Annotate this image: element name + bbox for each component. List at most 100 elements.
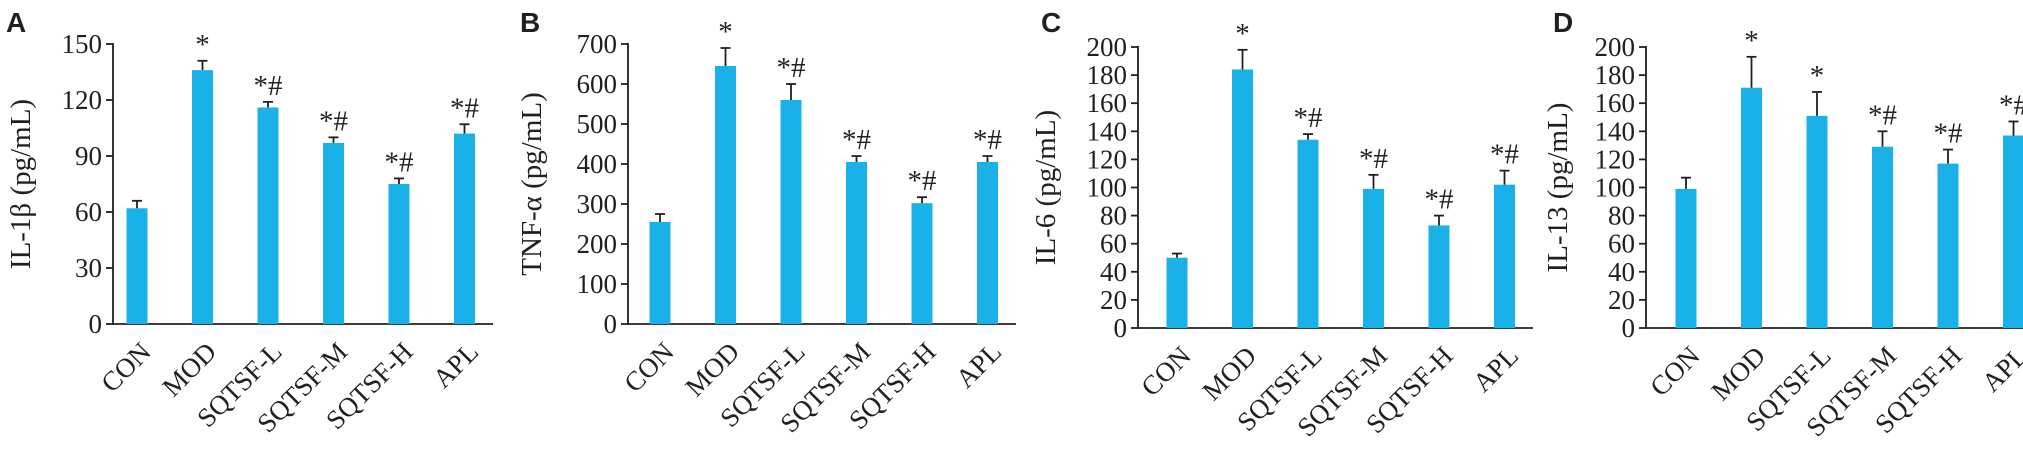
x-tick-label: APL	[1976, 340, 2023, 397]
y-tick-label: 160	[1087, 88, 1128, 118]
y-tick-label: 200	[1595, 32, 1636, 62]
y-tick-label: 0	[89, 309, 103, 339]
significance-label: *#	[1425, 184, 1454, 216]
bar-sqtsf-h	[911, 203, 933, 324]
significance-label: *	[718, 16, 733, 48]
bar-sqtsf-m	[323, 142, 344, 324]
y-tick-label: 200	[1087, 32, 1128, 62]
x-tick-label: CON	[1135, 340, 1197, 402]
bar-con	[649, 222, 671, 324]
y-tick-label: 0	[604, 309, 618, 339]
bar-apl	[2003, 135, 2023, 328]
bar-sqtsf-h	[1937, 163, 1959, 328]
panel-b: B 0 100 200 300 400 500 600 700 TNF-α (pg/mL) CON *…	[516, 7, 1016, 438]
panel-letter: A	[6, 7, 26, 38]
x-tick-label: CON	[1644, 340, 1706, 402]
y-tick-label: 120	[1595, 144, 1636, 174]
significance-label: *#	[973, 124, 1002, 156]
panel-letter: D	[1553, 7, 1573, 38]
y-tick-label: 160	[1595, 88, 1636, 118]
bar-mod	[1232, 69, 1253, 328]
significance-label: *#	[1999, 89, 2023, 121]
significance-label: *#	[1868, 99, 1897, 131]
bar-sqtsf-h	[1428, 225, 1450, 328]
significance-label: *	[1810, 60, 1825, 92]
significance-label: *#	[842, 124, 871, 156]
bar-sqtsf-m	[1872, 146, 1893, 328]
significance-label: *#	[1490, 139, 1519, 171]
y-tick-label: 120	[1087, 144, 1128, 174]
y-tick-label: 0	[1622, 313, 1636, 343]
bar-sqtsf-l	[780, 100, 802, 324]
y-tick-label: 140	[1595, 116, 1636, 146]
significance-label: *#	[777, 52, 806, 84]
y-tick-label: 400	[577, 149, 618, 179]
y-tick-label: 180	[1087, 60, 1128, 90]
y-axis-label: IL-6 (pg/mL)	[1030, 110, 1062, 265]
x-tick-label: APL	[950, 336, 1007, 393]
significance-label: *#	[450, 92, 479, 124]
y-tick-label: 140	[1087, 116, 1128, 146]
bar-sqtsf-l	[257, 107, 279, 324]
bar-con	[1166, 257, 1188, 328]
bar-sqtsf-m	[1363, 188, 1384, 328]
x-tick-label: APL	[1467, 340, 1524, 397]
y-tick-label: 40	[1100, 257, 1127, 287]
panel-letter: C	[1041, 7, 1061, 38]
y-tick-label: 60	[1100, 229, 1127, 259]
y-tick-label: 90	[75, 141, 102, 171]
y-tick-label: 80	[1100, 201, 1127, 231]
significance-label: *	[195, 29, 210, 61]
significance-label: *#	[1359, 143, 1388, 175]
y-tick-label: 200	[577, 229, 618, 259]
y-axis-label: IL-1β (pg/mL)	[5, 99, 37, 269]
significance-label: *#	[385, 146, 414, 178]
y-axis-label: TNF-α (pg/mL)	[516, 92, 548, 276]
x-tick-label: CON	[618, 336, 680, 398]
y-tick-label: 180	[1595, 60, 1636, 90]
bar-mod	[715, 66, 736, 324]
y-tick-label: 100	[1595, 173, 1636, 203]
x-tick-label: CON	[95, 336, 157, 398]
significance-label: *#	[908, 165, 937, 197]
bar-sqtsf-m	[846, 162, 867, 324]
bar-mod	[1741, 87, 1762, 329]
y-tick-label: 120	[62, 85, 103, 115]
y-tick-label: 600	[577, 69, 618, 99]
y-tick-label: 500	[577, 109, 618, 139]
y-tick-label: 100	[577, 269, 618, 299]
bar-sqtsf-h	[388, 184, 410, 324]
y-tick-label: 60	[75, 197, 102, 227]
y-tick-label: 40	[1608, 257, 1635, 287]
bar-sqtsf-l	[1806, 115, 1828, 328]
significance-label: *	[1235, 18, 1250, 50]
y-tick-label: 0	[1114, 313, 1128, 343]
significance-label: *	[1744, 25, 1759, 57]
y-tick-label: 20	[1100, 285, 1127, 315]
significance-label: *#	[319, 105, 348, 137]
y-tick-label: 80	[1608, 201, 1635, 231]
bar-apl	[454, 133, 475, 324]
y-tick-label: 150	[62, 29, 103, 59]
y-tick-label: 700	[577, 29, 618, 59]
bar-mod	[192, 70, 213, 324]
bar-con	[126, 208, 148, 324]
bar-apl	[977, 162, 998, 324]
bar-con	[1675, 188, 1697, 328]
panel-letter: B	[520, 7, 540, 38]
y-tick-label: 20	[1608, 285, 1635, 315]
y-tick-label: 30	[75, 253, 102, 283]
y-axis-label: IL-13 (pg/mL)	[1542, 103, 1574, 273]
y-tick-label: 300	[577, 189, 618, 219]
significance-label: *#	[254, 70, 283, 102]
bar-apl	[1494, 184, 1515, 328]
y-tick-label: 60	[1608, 229, 1635, 259]
y-tick-label: 100	[1087, 173, 1128, 203]
x-tick-label: APL	[427, 336, 484, 393]
bar-sqtsf-l	[1297, 139, 1319, 328]
